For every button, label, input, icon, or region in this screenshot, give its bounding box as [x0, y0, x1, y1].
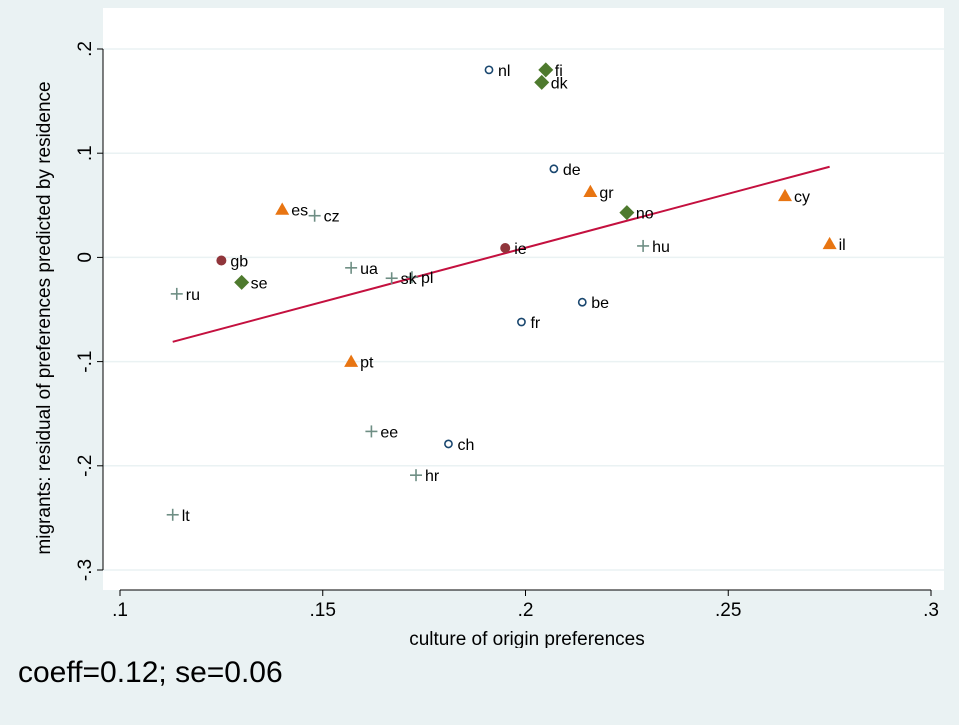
point-label-cz: cz — [324, 209, 340, 226]
y-tick-label-5: .2 — [75, 41, 96, 57]
point-hu — [637, 239, 650, 252]
x-tick-label-2: .2 — [518, 600, 534, 621]
point-label-sk: sk — [401, 271, 418, 288]
point-label-gb: gb — [230, 254, 248, 271]
y-tick-label-3: 0 — [75, 252, 96, 263]
plot-area — [103, 8, 944, 590]
y-tick-label-1: -.2 — [75, 455, 96, 477]
point-label-ua: ua — [360, 261, 378, 278]
point-ru — [170, 287, 183, 300]
x-tick-label-1: .15 — [310, 600, 336, 621]
point-hr — [410, 469, 423, 482]
x-tick-label-4: .3 — [923, 600, 939, 621]
point-label-ch: ch — [457, 437, 474, 454]
point-label-ru: ru — [186, 287, 200, 304]
point-label-il: il — [839, 237, 846, 254]
point-ee — [365, 425, 378, 438]
point-gr — [583, 184, 598, 198]
point-label-be: be — [591, 295, 609, 312]
scatter-chart: -.3 -.2 -.1 0 .1 .2 .1 .15 .2 .25 .3 nl de be fr ch fid… — [34, 8, 944, 648]
point-label-hr: hr — [425, 468, 440, 485]
point-cz — [308, 209, 321, 222]
point-label-dk: dk — [551, 75, 569, 92]
point-ch — [444, 439, 453, 449]
y-axis-label: migrants: residual of preferences predic… — [34, 81, 55, 554]
axes: -.3 -.2 -.1 0 .1 .2 .1 .15 .2 .25 .3 — [75, 41, 939, 621]
point-label-de: de — [563, 162, 581, 179]
point-label-gr: gr — [599, 185, 614, 202]
point-label-pt: pt — [360, 355, 374, 372]
point-es — [275, 202, 290, 215]
point-dk — [534, 74, 550, 90]
point-nl — [484, 65, 494, 75]
point-label-hu: hu — [652, 239, 670, 256]
y-tick-label-4: .1 — [75, 145, 96, 161]
point-label-ee: ee — [380, 424, 398, 441]
point-label-ie: ie — [514, 241, 527, 258]
point-be — [577, 297, 587, 307]
point-label-lt: lt — [182, 508, 191, 525]
point-ie — [500, 243, 511, 254]
point-gb — [216, 255, 227, 266]
y-tick-label-0: -.3 — [75, 559, 96, 581]
point-cy — [778, 188, 793, 202]
point-label-no: no — [636, 206, 654, 223]
point-ua — [345, 261, 358, 274]
grid-lines — [103, 48, 944, 571]
point-se — [234, 274, 250, 290]
point-pt — [344, 354, 359, 367]
x-axis-label: culture of origin preferences — [409, 629, 645, 648]
point-sk — [385, 272, 398, 285]
point-label-pl: pl — [421, 270, 433, 287]
x-tick-label-0: .1 — [112, 600, 128, 621]
point-il — [822, 236, 837, 250]
point-fr — [517, 317, 526, 327]
coefficient-note: coeff=0.12; se=0.06 — [18, 656, 283, 689]
x-tick-label-3: .25 — [715, 600, 741, 621]
y-tick-label-2: -.1 — [75, 351, 96, 373]
point-de — [549, 164, 559, 174]
fit-line-group — [172, 165, 830, 343]
data-points — [166, 62, 837, 521]
point-fi — [538, 62, 554, 78]
fit-line — [172, 165, 830, 343]
point-label-fi: fi — [555, 63, 563, 80]
point-label-nl: nl — [498, 63, 510, 80]
point-pl — [405, 271, 418, 284]
point-label-fr: fr — [530, 315, 540, 332]
point-label-es: es — [291, 202, 308, 219]
point-no — [619, 205, 635, 221]
point-label-cy: cy — [794, 189, 810, 206]
point-label-se: se — [251, 275, 268, 292]
point-lt — [166, 508, 179, 521]
